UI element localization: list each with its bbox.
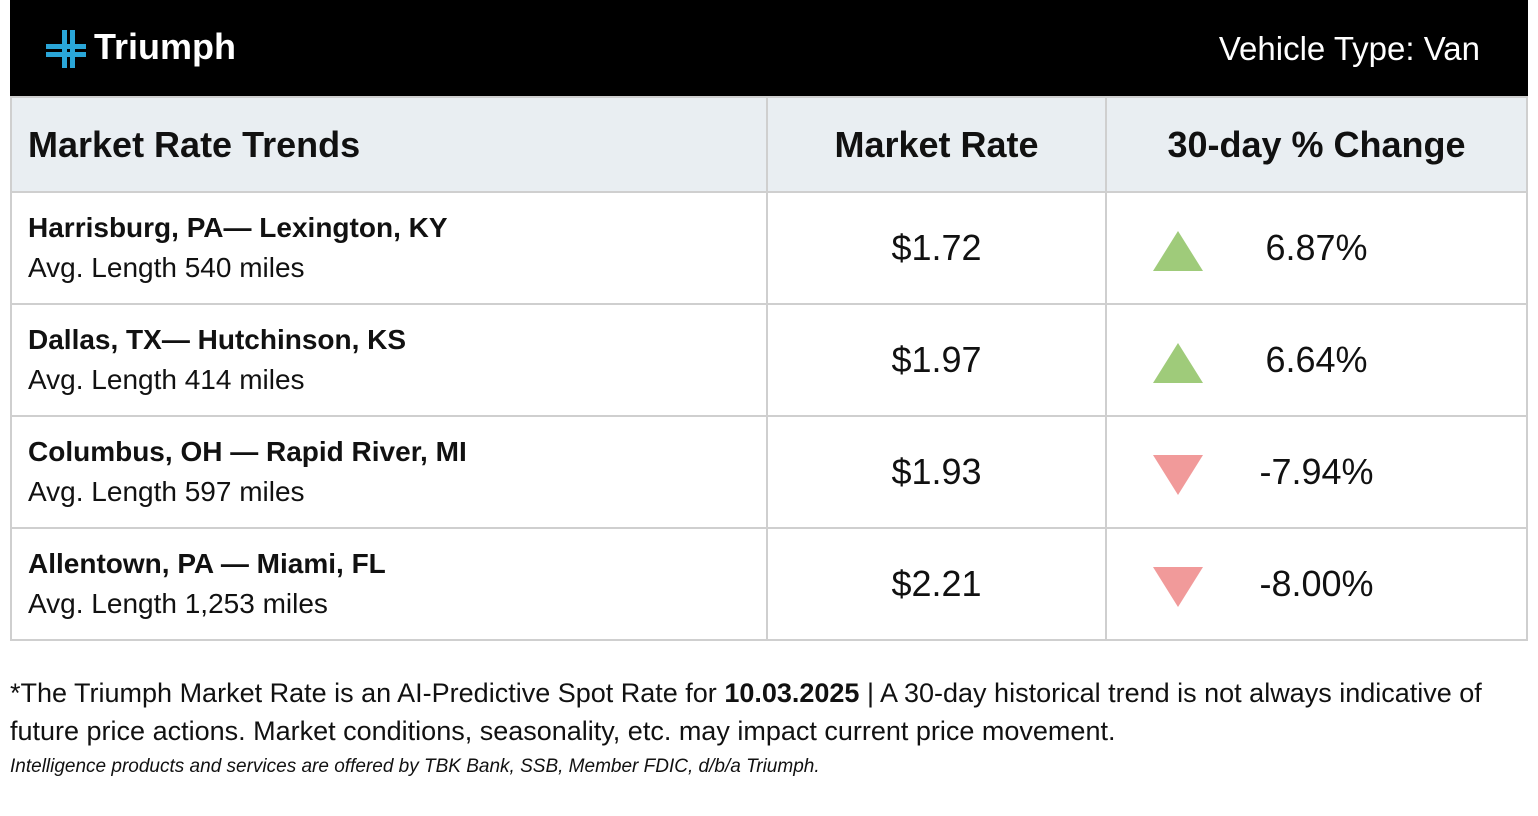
rate-cell: $1.93 xyxy=(766,415,1107,529)
rate-table: Market Rate Trends Market Rate 30-day % … xyxy=(10,96,1528,641)
disclaimer: Intelligence products and services are o… xyxy=(10,756,820,777)
route: Dallas, TX— Hutchinson, KS xyxy=(28,324,407,355)
column-header: 30-day % Change xyxy=(1105,96,1528,193)
rate-cell: $2.21 xyxy=(766,527,1107,641)
table-row: Columbus, OH — Rapid River, MI Avg. Lengt… xyxy=(10,415,1528,529)
change-cell: -8.00% xyxy=(1105,527,1528,641)
up-arrow xyxy=(1153,343,1203,383)
route: Columbus, OH — Rapid River, MI xyxy=(28,436,467,467)
footnote-text: | A 30-day historical trend is not alway… xyxy=(10,678,1482,746)
arrow-shape xyxy=(1153,231,1203,271)
change: 6.87% xyxy=(1265,227,1368,268)
route-cell: Harrisburg, PA— Lexington, KY Avg. Length… xyxy=(10,191,768,305)
change-cell: -7.94% xyxy=(1105,415,1528,529)
change: 6.64% xyxy=(1265,339,1368,380)
arrow-shape xyxy=(1153,567,1203,607)
arrow-shape xyxy=(1153,343,1203,383)
down-arrow xyxy=(1153,567,1203,607)
table-row: Dallas, TX— Hutchinson, KS Avg. Length 41… xyxy=(10,303,1528,417)
rate-cell: $1.72 xyxy=(766,191,1107,305)
change: -8.00% xyxy=(1259,563,1374,604)
avg-length: Avg. Length 1,253 miles xyxy=(28,588,328,619)
footnote-text: *The Triumph Market Rate is an AI-Predic… xyxy=(10,678,725,708)
avg-length: Avg. Length 597 miles xyxy=(28,476,305,507)
up-arrow xyxy=(1153,231,1203,271)
route-cell: Dallas, TX— Hutchinson, KS Avg. Length 41… xyxy=(10,303,768,417)
avg-length: Avg. Length 414 miles xyxy=(28,364,305,395)
rate-cell: $1.97 xyxy=(766,303,1107,417)
brand: Triumph xyxy=(94,26,236,67)
column-header: Market Rate Trends xyxy=(10,96,768,193)
table-row: Allentown, PA — Miami, FL Avg. Length 1,2… xyxy=(10,527,1528,641)
change-cell: 6.64% xyxy=(1105,303,1528,417)
avg-length: Avg. Length 540 miles xyxy=(28,252,305,283)
down-arrow xyxy=(1153,455,1203,495)
route: Harrisburg, PA— Lexington, KY xyxy=(28,212,448,243)
column-header: Market Rate xyxy=(766,96,1107,193)
route-cell: Columbus, OH — Rapid River, MI Avg. Lengt… xyxy=(10,415,768,529)
table-row: Harrisburg, PA— Lexington, KY Avg. Length… xyxy=(10,191,1528,305)
vehicle-type: Vehicle Type: Van xyxy=(1218,30,1480,67)
change-cell: 6.87% xyxy=(1105,191,1528,305)
arrow-shape xyxy=(1153,455,1203,495)
footnote-date: 10.03.2025 xyxy=(724,678,860,708)
logo-icon xyxy=(46,30,86,68)
route: Allentown, PA — Miami, FL xyxy=(28,548,386,579)
route-cell: Allentown, PA — Miami, FL Avg. Length 1,2… xyxy=(10,527,768,641)
header-bar: Triumph Vehicle Type: Van xyxy=(10,0,1528,96)
footnote: *The Triumph Market Rate is an AI-Predic… xyxy=(10,674,1525,750)
change: -7.94% xyxy=(1259,451,1374,492)
